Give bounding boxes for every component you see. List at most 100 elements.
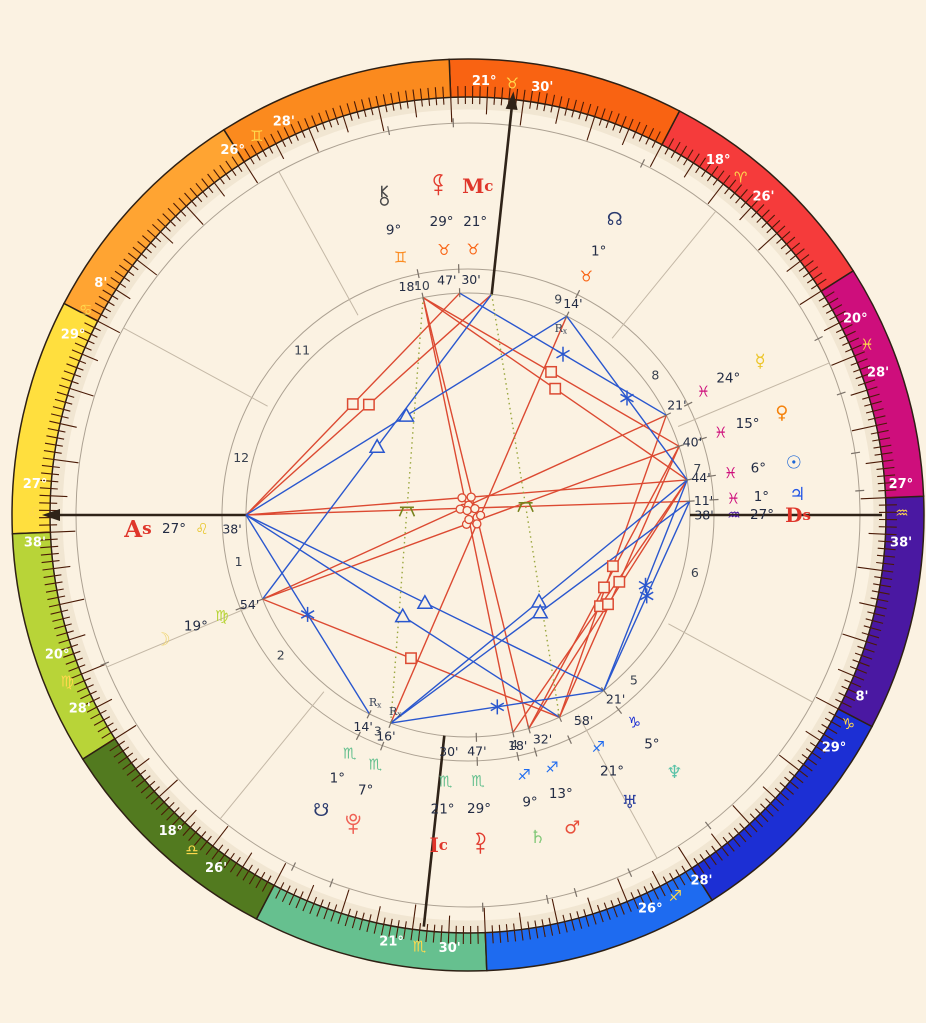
- house-cusp-label-10: 21° ♉ 30': [472, 74, 553, 95]
- svg-text:26': 26': [205, 861, 227, 876]
- svg-text:Mc: Mc: [462, 174, 493, 198]
- house-number-8: 8: [651, 367, 659, 382]
- point-priapus: 29° ♏ 47': [467, 743, 491, 854]
- svg-text:20°: 20°: [45, 648, 70, 663]
- sagittarius-icon: ♐: [669, 887, 682, 905]
- svg-text:14': 14': [563, 296, 582, 311]
- svg-text:Ic: Ic: [429, 833, 448, 857]
- svg-text:47': 47': [437, 273, 456, 288]
- pisces-icon: ♓: [697, 382, 710, 400]
- svg-text:30': 30': [439, 941, 461, 956]
- virgo-icon: ♍: [60, 673, 73, 691]
- point-chiron: 9° ♊ 18': [379, 185, 418, 294]
- capricorn-icon: ♑: [842, 715, 855, 733]
- house-number-5: 5: [630, 673, 638, 688]
- house-cusp-label-1: 27° ♌ 38': [23, 477, 48, 551]
- svg-text:16': 16': [376, 729, 395, 744]
- svg-text:38': 38': [694, 508, 713, 523]
- house-number-11: 11: [294, 343, 310, 358]
- svg-text:32': 32': [533, 731, 552, 746]
- svg-text:1°: 1°: [591, 244, 606, 260]
- pisces-icon: ♓: [860, 336, 873, 354]
- point-ascendant: As 27° ♌ 38': [123, 516, 241, 543]
- libra-icon: ♎: [185, 841, 198, 859]
- retrograde-marker: Rx: [369, 696, 382, 710]
- house-number-7: 7: [693, 461, 701, 476]
- house-number-12: 12: [233, 450, 249, 465]
- svg-text:18': 18': [508, 738, 527, 753]
- svg-text:20°: 20°: [843, 312, 868, 327]
- svg-text:29°: 29°: [467, 801, 491, 817]
- svg-text:As: As: [123, 516, 151, 543]
- point-midheaven: Mc 21° ♉ 30': [461, 174, 493, 287]
- point-ic: Ic 21° ♏ 30': [429, 744, 458, 857]
- svg-text:19°: 19°: [184, 618, 208, 634]
- scorpio-icon: ♏: [471, 772, 485, 790]
- svg-text:24°: 24°: [716, 370, 740, 386]
- svg-text:21°: 21°: [431, 801, 455, 817]
- svg-text:18': 18': [399, 279, 418, 294]
- house-number-2: 2: [277, 648, 285, 663]
- svg-text:5°: 5°: [644, 736, 659, 752]
- point-venus: ♀ 15° ♓ 40': [683, 402, 789, 449]
- svg-text:38': 38': [222, 522, 241, 537]
- moon-icon: ☽: [155, 630, 171, 651]
- neptune-icon: ♆: [666, 762, 682, 783]
- house-cusp-label-12: 29° ♋8': [61, 276, 108, 342]
- mercury-icon: ☿: [755, 351, 766, 372]
- point-sun: ☉ 6° ♓ 44': [691, 452, 802, 485]
- house-cusp-label-4: 21° ♏ 30': [379, 935, 460, 956]
- svg-text:58': 58': [574, 713, 593, 728]
- leo-icon: ♌: [195, 520, 208, 538]
- svg-text:29°: 29°: [61, 328, 86, 343]
- house-cusp-label-3: 18°♎ 26': [159, 824, 228, 876]
- taurus-icon: ♉: [437, 241, 450, 259]
- sun-icon: ☉: [786, 452, 802, 473]
- house-number-3: 3: [374, 723, 382, 738]
- svg-text:27°: 27°: [162, 521, 186, 537]
- house-cusp-label-5: 26° ♐ 28': [638, 873, 713, 916]
- svg-text:28': 28': [867, 365, 889, 380]
- svg-text:27°: 27°: [750, 507, 774, 523]
- svg-text:Ds: Ds: [785, 503, 811, 527]
- house-cusp-label-11: 26° ♊ 28': [220, 115, 294, 158]
- mars-icon: ♂: [564, 818, 580, 839]
- south-node-icon: ☋: [313, 800, 329, 821]
- jupiter-icon: ♃: [789, 484, 805, 505]
- venus-icon: ♀: [775, 402, 788, 423]
- sagittarius-icon: ♐: [592, 738, 605, 756]
- gemini-icon: ♊: [394, 249, 407, 267]
- capricorn-icon: ♑: [628, 714, 641, 732]
- house-number-10: 10: [414, 278, 430, 293]
- house-number-4: 4: [510, 737, 518, 752]
- point-descendant: Ds 27° ♒ 38': [694, 503, 811, 527]
- point-mars: ♂ 13° ♐ 32': [533, 731, 580, 838]
- svg-text:26°: 26°: [220, 143, 245, 158]
- point-uranus: ♅ 21° ♐ 58': [574, 713, 638, 813]
- point-pluto: 7° ♏ 16' Rx: [346, 704, 402, 834]
- pisces-icon: ♓: [714, 424, 727, 442]
- north-node-icon: ☊: [607, 209, 623, 230]
- virgo-icon: ♍: [215, 607, 228, 625]
- point-neptune: ♆ 5°♑21': [606, 692, 683, 783]
- point-saturn: ♄ 9° ♐ 18': [508, 738, 546, 848]
- point-north-node: ☊1° ♉ 14' Rx: [555, 209, 623, 335]
- svg-text:21': 21': [667, 398, 686, 413]
- house-number-9: 9: [554, 292, 562, 307]
- house-number-1: 1: [235, 554, 243, 569]
- svg-text:28': 28': [69, 702, 91, 717]
- svg-text:38': 38': [890, 536, 912, 551]
- aquarius-icon: ♒: [727, 506, 740, 524]
- taurus-icon: ♉: [580, 268, 593, 286]
- svg-text:18°: 18°: [706, 153, 731, 168]
- house-number-6: 6: [691, 565, 699, 580]
- svg-text:29°: 29°: [822, 741, 847, 756]
- svg-text:15°: 15°: [736, 416, 760, 432]
- svg-text:26': 26': [752, 190, 774, 205]
- house-cusp-label-7: 27° ♒ 38': [889, 477, 914, 551]
- svg-text:26°: 26°: [638, 901, 663, 916]
- svg-text:21': 21': [606, 692, 625, 707]
- svg-text:27°: 27°: [889, 477, 914, 492]
